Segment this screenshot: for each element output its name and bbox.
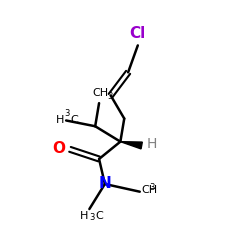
Text: N: N [98, 176, 111, 192]
Polygon shape [120, 142, 142, 149]
Text: C: C [95, 211, 103, 221]
Text: 3: 3 [90, 213, 95, 222]
Text: C: C [70, 114, 78, 124]
Text: H: H [146, 136, 157, 150]
Text: CH: CH [142, 185, 158, 195]
Text: 3: 3 [107, 92, 112, 101]
Text: H: H [56, 114, 64, 124]
Text: 3: 3 [150, 183, 155, 192]
Text: O: O [52, 141, 65, 156]
Text: CH: CH [92, 88, 108, 98]
Text: 3: 3 [64, 108, 70, 118]
Text: H: H [80, 211, 88, 221]
Text: Cl: Cl [130, 26, 146, 40]
